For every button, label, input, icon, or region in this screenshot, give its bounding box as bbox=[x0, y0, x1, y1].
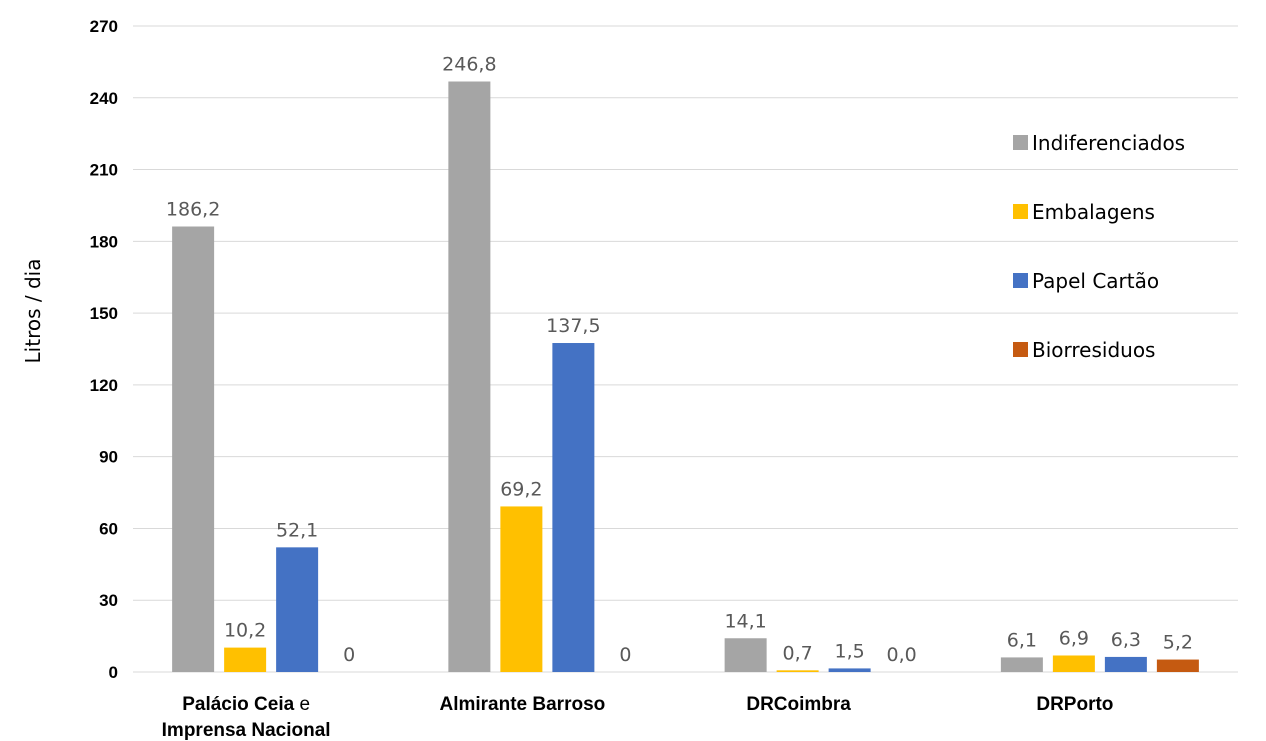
legend: Indiferenciados Embalagens Papel Cartão Bio… bbox=[1013, 131, 1185, 362]
legend-swatch bbox=[1013, 204, 1028, 219]
bar-papel-cartão bbox=[828, 668, 871, 672]
bar-biorresiduos bbox=[1156, 659, 1199, 672]
legend-label: Indiferenciados bbox=[1032, 131, 1185, 155]
category-label: DRCoimbra bbox=[746, 694, 851, 715]
bar-embalagens bbox=[224, 647, 267, 672]
bar-embalagens bbox=[1052, 655, 1095, 672]
bar-embalagens bbox=[500, 506, 543, 672]
y-tick-label: 120 bbox=[90, 376, 118, 395]
data-label: 6,1 bbox=[1007, 629, 1037, 651]
legend-label: Biorresiduos bbox=[1032, 338, 1155, 362]
bar-indiferenciados bbox=[724, 638, 767, 672]
y-axis-tick-labels: 0 30 60 90 120 150 180 210 240 270 bbox=[90, 17, 118, 682]
category-label: Imprensa Nacional bbox=[162, 720, 331, 741]
category-label: Palácio Ceia e bbox=[182, 694, 310, 715]
y-tick-label: 210 bbox=[90, 161, 118, 180]
legend-label: Papel Cartão bbox=[1032, 269, 1159, 293]
data-label: 1,5 bbox=[835, 640, 865, 662]
y-tick-label: 30 bbox=[99, 591, 118, 610]
bar-papel-cartão bbox=[1104, 656, 1147, 672]
bar-embalagens bbox=[776, 670, 819, 672]
category-label: DRPorto bbox=[1036, 694, 1113, 715]
y-tick-label: 0 bbox=[109, 663, 118, 682]
data-label: 14,1 bbox=[724, 610, 766, 632]
legend-label: Embalagens bbox=[1032, 200, 1155, 224]
y-tick-label: 60 bbox=[99, 519, 118, 538]
data-label: 6,3 bbox=[1111, 629, 1141, 651]
data-label: 186,2 bbox=[166, 198, 220, 220]
data-label: 137,5 bbox=[546, 315, 600, 337]
data-label: 0 bbox=[619, 644, 631, 666]
data-label: 0,7 bbox=[783, 642, 813, 664]
data-label: 6,9 bbox=[1059, 627, 1089, 649]
data-label: 52,1 bbox=[276, 519, 318, 541]
data-label: 69,2 bbox=[500, 478, 542, 500]
legend-swatch bbox=[1013, 342, 1028, 357]
bar-indiferenciados bbox=[1000, 657, 1043, 672]
bar-indiferenciados bbox=[172, 226, 215, 672]
y-tick-label: 90 bbox=[99, 448, 118, 467]
data-label: 0,0 bbox=[887, 644, 917, 666]
category-label: Almirante Barroso bbox=[439, 694, 605, 715]
data-label: 5,2 bbox=[1163, 632, 1193, 654]
y-tick-label: 150 bbox=[90, 304, 118, 323]
y-tick-label: 180 bbox=[90, 232, 118, 251]
y-tick-label: 240 bbox=[90, 89, 118, 108]
y-axis-label: Litros / dia bbox=[21, 259, 45, 364]
bar-papel-cartão bbox=[552, 343, 595, 672]
x-axis-category-labels: Palácio Ceia e Imprensa Nacional Almirante… bbox=[162, 694, 1114, 741]
bar-indiferenciados bbox=[448, 81, 491, 672]
legend-swatch bbox=[1013, 273, 1028, 288]
bar-papel-cartão bbox=[276, 547, 319, 672]
bars bbox=[172, 81, 1199, 672]
data-label: 0 bbox=[343, 644, 355, 666]
data-label: 10,2 bbox=[224, 620, 266, 642]
data-labels: 186,2 246,8 14,1 6,1 10,2 69,2 0,7 6,9 52,1 137,5… bbox=[166, 54, 1193, 666]
legend-swatch bbox=[1013, 135, 1028, 150]
data-label: 246,8 bbox=[442, 54, 496, 76]
y-tick-label: 270 bbox=[90, 17, 118, 36]
